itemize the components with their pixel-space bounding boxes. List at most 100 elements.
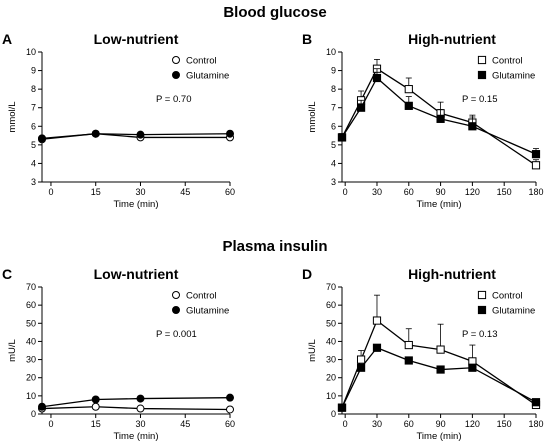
x-tick-label: 90 (436, 419, 446, 429)
y-tick-label: 8 (31, 84, 36, 94)
y-tick-label: 70 (326, 282, 336, 292)
data-point (436, 114, 445, 123)
y-axis-label: mU/L (7, 339, 18, 362)
y-tick-label: 50 (26, 318, 36, 328)
x-tick-label: 90 (436, 187, 446, 197)
data-point (356, 363, 366, 372)
y-tick-label: 50 (326, 318, 336, 328)
data-point (337, 403, 347, 412)
series-glutamine (337, 343, 541, 412)
series-glutamine (38, 129, 234, 143)
p-value: P = 0.15 (462, 94, 497, 105)
series-line (341, 346, 537, 408)
panel-letter: C (2, 266, 12, 282)
x-tick-label: 0 (48, 419, 53, 429)
y-axis-label: mU/L (307, 339, 318, 362)
panel-title: Low-nutrient (94, 31, 179, 47)
legend-label: Glutamine (186, 306, 229, 317)
y-tick-label: 60 (326, 300, 336, 310)
series-line (41, 133, 231, 140)
legend-label: Control (492, 291, 523, 302)
x-tick-label: 60 (225, 187, 235, 197)
y-tick-label: 7 (31, 103, 36, 113)
y-tick-label: 60 (26, 300, 36, 310)
p-value: P = 0.70 (156, 94, 191, 105)
legend-marker (477, 55, 487, 65)
x-axis-label: Time (min) (416, 199, 461, 210)
data-point (531, 398, 541, 407)
panel-letter: D (302, 266, 312, 282)
legend-label: Glutamine (186, 71, 229, 82)
legend-label: Control (492, 56, 523, 67)
y-tick-label: 0 (31, 409, 36, 419)
y-tick-label: 5 (331, 140, 336, 150)
legend-marker (477, 290, 487, 300)
data-point (136, 394, 145, 403)
legend-marker (172, 306, 180, 314)
series-glutamine (337, 68, 541, 159)
y-tick-label: 5 (31, 140, 36, 150)
legend-marker (172, 56, 180, 64)
x-tick-label: 150 (497, 187, 512, 197)
data-point (226, 129, 234, 138)
y-tick-label: 70 (26, 282, 36, 292)
x-tick-label: 150 (497, 419, 512, 429)
data-point (38, 402, 46, 411)
panel-letter: B (302, 31, 312, 47)
x-tick-label: 60 (404, 419, 414, 429)
section-title-blood-glucose: Blood glucose (223, 4, 326, 21)
data-point (404, 101, 413, 110)
x-tick-label: 0 (343, 419, 348, 429)
y-tick-label: 0 (331, 409, 336, 419)
x-tick-label: 180 (528, 419, 543, 429)
panel-letter: A (2, 31, 12, 47)
x-tick-label: 45 (180, 187, 190, 197)
x-tick-label: 45 (180, 419, 190, 429)
data-point (226, 393, 234, 402)
x-tick-label: 60 (404, 187, 414, 197)
data-point (226, 405, 234, 414)
p-value: P = 0.001 (156, 329, 197, 340)
y-tick-label: 4 (331, 158, 336, 168)
x-tick-label: 30 (372, 419, 382, 429)
data-point (356, 103, 366, 112)
legend-label: Control (186, 56, 217, 67)
y-tick-label: 4 (31, 158, 36, 168)
legend-marker (172, 71, 180, 79)
legend-label: Control (186, 291, 217, 302)
x-tick-label: 15 (91, 187, 101, 197)
x-tick-label: 120 (465, 187, 480, 197)
legend-label: Glutamine (492, 306, 535, 317)
data-point (436, 365, 445, 374)
y-tick-label: 30 (326, 355, 336, 365)
y-tick-label: 6 (331, 121, 336, 131)
legend-marker (172, 291, 180, 299)
series-line (341, 319, 537, 408)
y-tick-label: 10 (26, 47, 36, 57)
x-tick-label: 120 (465, 419, 480, 429)
legend-marker (477, 70, 487, 80)
y-tick-label: 9 (31, 66, 36, 76)
y-axis-label: mmol/L (307, 101, 318, 132)
data-point (136, 404, 145, 413)
data-point (91, 129, 100, 138)
data-point (136, 130, 145, 139)
panel-c: C Low-nutrient 0 10 20 30 40 50 60 70 0 15 30 45 60 Tim… (2, 266, 235, 442)
data-point (468, 363, 477, 372)
data-point (337, 133, 347, 142)
data-point (404, 340, 413, 350)
data-point (404, 356, 413, 365)
y-tick-label: 40 (26, 336, 36, 346)
data-point (372, 316, 382, 325)
x-tick-label: 60 (225, 419, 235, 429)
panel-title: High-nutrient (408, 266, 496, 282)
x-tick-label: 30 (372, 187, 382, 197)
section-title-plasma-insulin: Plasma insulin (222, 238, 327, 255)
x-tick-label: 30 (135, 187, 145, 197)
x-axis-label: Time (min) (113, 431, 158, 442)
y-tick-label: 10 (26, 391, 36, 401)
data-point (531, 150, 541, 159)
series-line (41, 397, 231, 408)
